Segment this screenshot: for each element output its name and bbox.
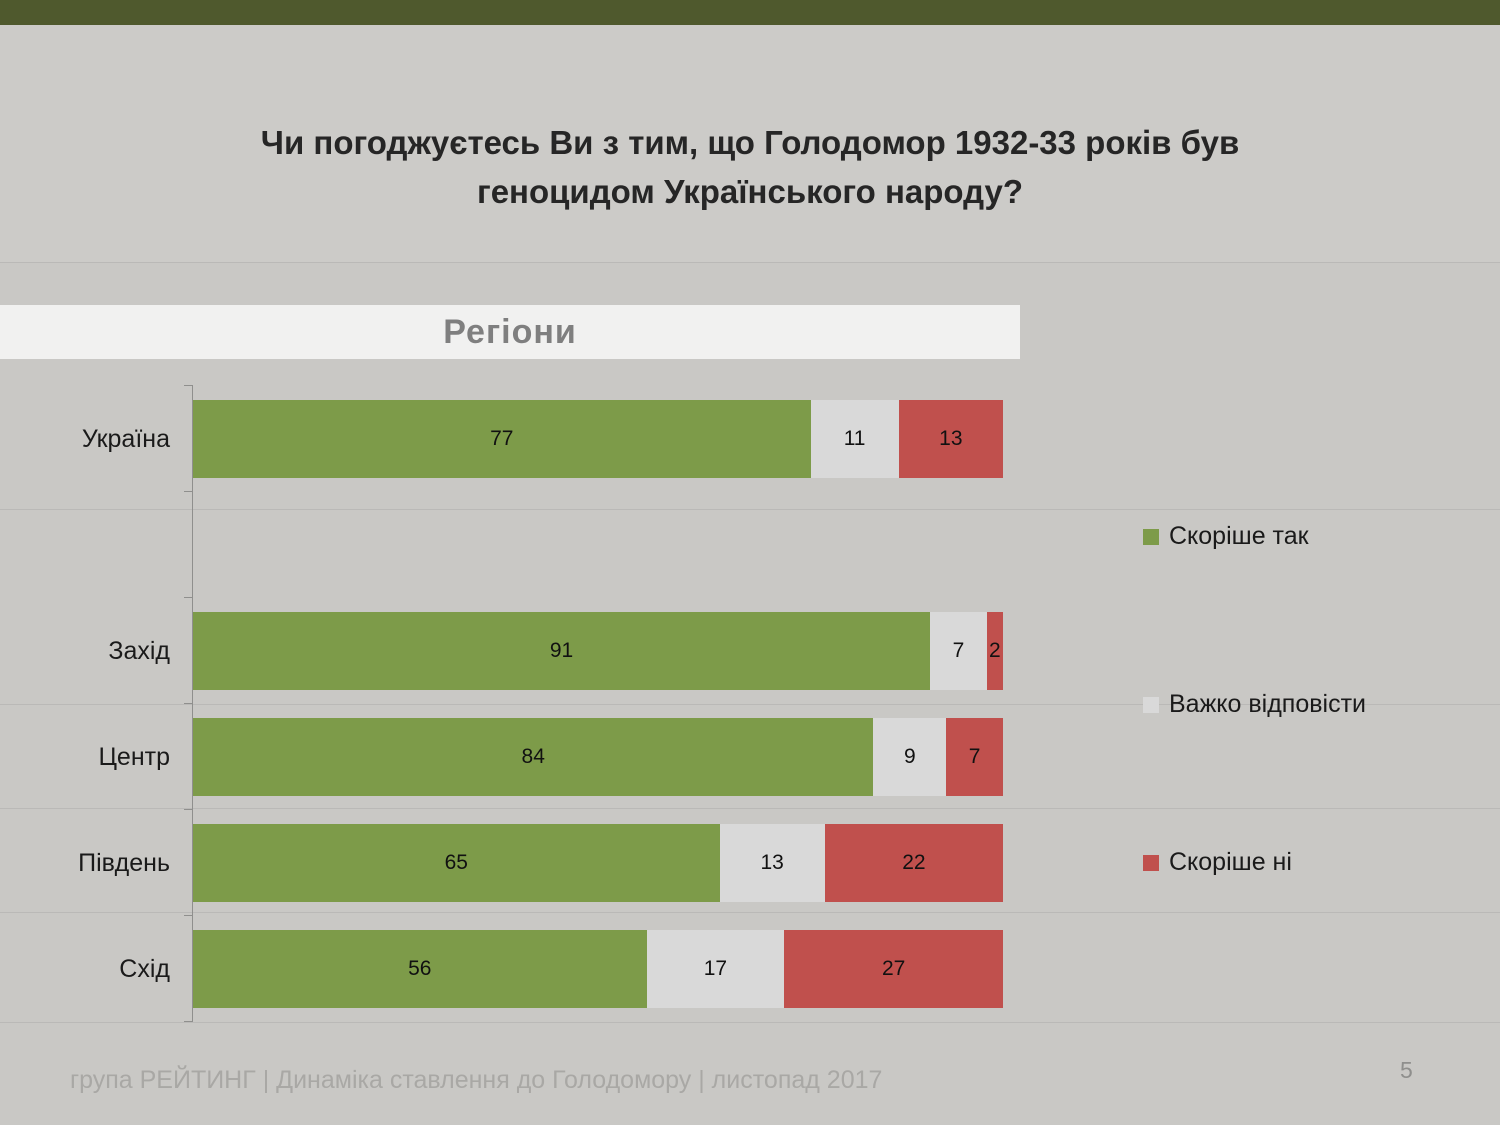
bar-segments: 56 17 27 xyxy=(193,930,1003,1008)
bar-value-label: 77 xyxy=(490,427,514,450)
bar-segment-no: 7 xyxy=(946,718,1003,796)
bar-row: Центр 84 9 7 xyxy=(0,718,1040,796)
bar-segment-no: 13 xyxy=(898,400,1003,478)
bar-value-label: 65 xyxy=(444,851,468,874)
legend-swatch xyxy=(1143,854,1159,871)
slide-title-line1: Чи погоджуєтесь Ви з тим, що Голодомор 1… xyxy=(260,124,1240,161)
legend-label: Скоріше так xyxy=(1169,522,1309,550)
bar-segment-yes: 56 xyxy=(193,930,647,1008)
category-label: Схід xyxy=(119,954,170,983)
bar-value-label: 13 xyxy=(939,427,963,450)
category-label: Україна xyxy=(81,424,170,453)
legend-item: Важко відповісти xyxy=(1143,690,1366,719)
background-seam xyxy=(0,808,1500,809)
axis-tick xyxy=(184,597,193,598)
bar-segment-no: 27 xyxy=(784,930,1003,1008)
bar-segments: 65 13 22 xyxy=(193,824,1003,902)
category-label: Південь xyxy=(78,848,170,877)
bar-value-label: 13 xyxy=(760,851,784,874)
slide-title: Чи погоджуєтесь Ви з тим, що Голодомор 1… xyxy=(0,118,1500,216)
background-seam xyxy=(0,912,1500,913)
bar-segment-yes: 65 xyxy=(193,824,720,902)
bar-segment-hard: 11 xyxy=(810,400,899,478)
axis-tick xyxy=(184,703,193,704)
footer-text: група РЕЙТИНГ | Динаміка ставлення до Го… xyxy=(70,1066,883,1094)
background-seam xyxy=(0,509,1500,510)
legend: Скоріше так Важко відповісти Скоріше ні xyxy=(1143,522,1483,922)
axis-tick xyxy=(184,915,193,916)
legend-swatch xyxy=(1143,528,1159,545)
bar-value-label: 56 xyxy=(408,957,432,980)
bar-value-label: 84 xyxy=(521,745,545,768)
bar-segments: 91 7 2 xyxy=(193,612,1003,690)
legend-item: Скоріше ні xyxy=(1143,848,1292,877)
top-accent-bar xyxy=(0,0,1500,25)
bar-value-label: 7 xyxy=(968,745,981,768)
legend-label: Скоріше ні xyxy=(1169,848,1292,876)
bar-segment-hard: 17 xyxy=(646,930,785,1008)
category-label: Захід xyxy=(108,636,170,665)
bar-segment-yes: 77 xyxy=(193,400,811,478)
chart-area: Україна 77 11 13 Захід 91 7 2 Центр 84 9 7 Південь 65… xyxy=(0,380,1040,1030)
axis-tick xyxy=(184,491,193,492)
bar-segments: 77 11 13 xyxy=(193,400,1003,478)
legend-label: Важко відповісти xyxy=(1169,690,1366,718)
bar-segment-no: 2 xyxy=(986,612,1003,690)
background-upper-band xyxy=(0,25,1500,262)
bar-value-label: 11 xyxy=(843,427,866,450)
bar-segment-hard: 9 xyxy=(873,718,947,796)
legend-swatch xyxy=(1143,696,1159,713)
axis-tick xyxy=(184,809,193,810)
bar-value-label: 91 xyxy=(549,639,574,662)
bar-segment-yes: 91 xyxy=(193,612,931,690)
axis-tick xyxy=(184,1021,193,1022)
bar-row: Захід 91 7 2 xyxy=(0,612,1040,690)
bar-segment-hard: 7 xyxy=(930,612,987,690)
bar-row: Схід 56 17 27 xyxy=(0,930,1040,1008)
legend-item: Скоріше так xyxy=(1143,522,1309,551)
section-header-label: Регіони xyxy=(443,312,577,351)
axis-tick xyxy=(184,385,193,386)
page-number: 5 xyxy=(1400,1057,1413,1083)
slide-title-line2: геноцидом Українського народу? xyxy=(476,173,1024,210)
bar-value-label: 17 xyxy=(703,957,728,980)
bar-value-label: 7 xyxy=(952,639,965,662)
bar-value-label: 9 xyxy=(903,745,916,768)
category-label: Центр xyxy=(98,742,170,771)
background-seam xyxy=(0,262,1500,263)
bar-value-label: 27 xyxy=(881,957,906,980)
background-seam xyxy=(0,1022,1500,1023)
bar-segment-hard: 13 xyxy=(719,824,825,902)
background-seam xyxy=(0,704,1500,705)
bar-row: Південь 65 13 22 xyxy=(0,824,1040,902)
bar-value-label: 22 xyxy=(902,851,926,874)
bar-value-label: 2 xyxy=(989,639,1001,662)
bar-segment-yes: 84 xyxy=(193,718,874,796)
bar-row: Україна 77 11 13 xyxy=(0,400,1040,478)
section-header-band: Регіони xyxy=(0,305,1020,359)
bar-segment-no: 22 xyxy=(824,824,1003,902)
bar-segments: 84 9 7 xyxy=(193,718,1003,796)
